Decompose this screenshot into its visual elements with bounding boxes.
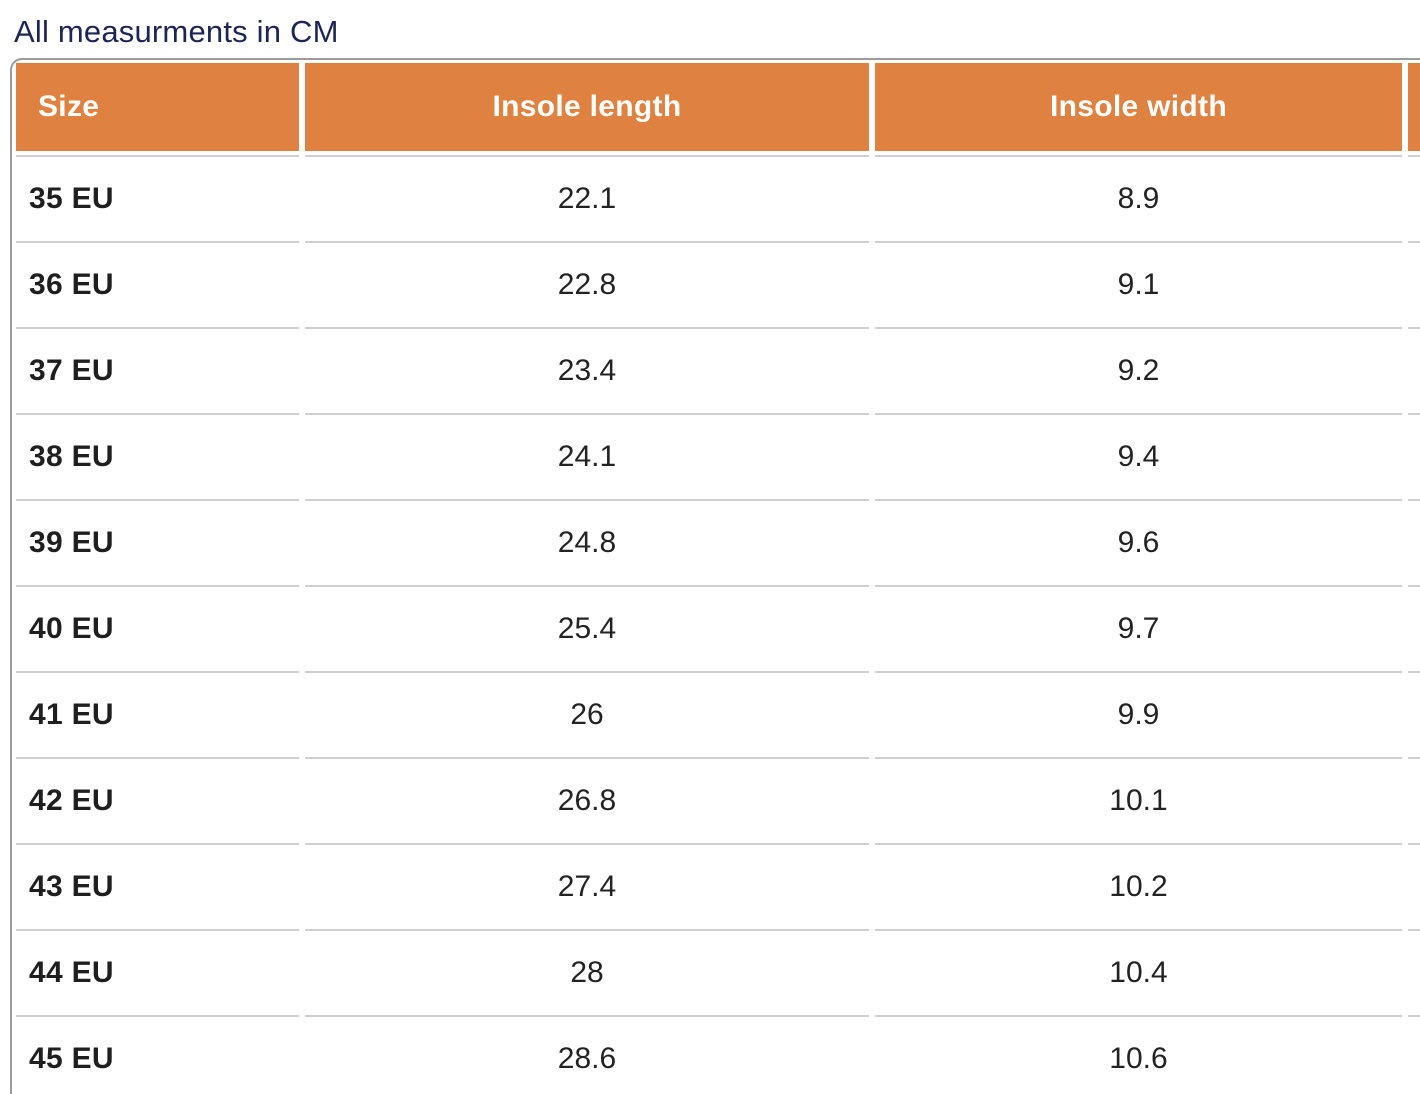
page-title: All measurments in CM: [14, 14, 339, 49]
table-row: 40 EU 25.4 9.7: [16, 585, 1420, 671]
insole-width-cell: 10.1: [875, 757, 1402, 843]
size-cell: 44 EU: [16, 929, 299, 1015]
table-row: 36 EU 22.8 9.1: [16, 241, 1420, 327]
insole-length-cell: 23.4: [305, 327, 869, 413]
insole-length-cell: 22.8: [305, 241, 869, 327]
insole-length-cell: 25.4: [305, 585, 869, 671]
column-header-insole-length: Insole length: [305, 63, 869, 155]
size-cell: 43 EU: [16, 843, 299, 929]
extra-cell: [1408, 929, 1420, 1015]
extra-cell: [1408, 585, 1420, 671]
size-cell: 45 EU: [16, 1015, 299, 1094]
size-cell: 39 EU: [16, 499, 299, 585]
insole-width-cell: 8.9: [875, 155, 1402, 241]
size-cell: 37 EU: [16, 327, 299, 413]
column-header-extra: [1408, 63, 1420, 155]
insole-width-cell: 10.6: [875, 1015, 1402, 1094]
insole-width-cell: 9.4: [875, 413, 1402, 499]
table-row: 41 EU 26 9.9: [16, 671, 1420, 757]
table-row: 43 EU 27.4 10.2: [16, 843, 1420, 929]
table-row: 37 EU 23.4 9.2: [16, 327, 1420, 413]
insole-length-cell: 26.8: [305, 757, 869, 843]
insole-length-cell: 28.6: [305, 1015, 869, 1094]
extra-cell: [1408, 155, 1420, 241]
table-row: 42 EU 26.8 10.1: [16, 757, 1420, 843]
extra-cell: [1408, 671, 1420, 757]
table-header-row: Size Insole length Insole width: [16, 63, 1420, 155]
size-cell: 35 EU: [16, 155, 299, 241]
extra-cell: [1408, 499, 1420, 585]
insole-width-cell: 9.2: [875, 327, 1402, 413]
extra-cell: [1408, 843, 1420, 929]
insole-length-cell: 24.8: [305, 499, 869, 585]
insole-width-cell: 9.1: [875, 241, 1402, 327]
insole-length-cell: 22.1: [305, 155, 869, 241]
column-header-size: Size: [16, 63, 299, 155]
insole-width-cell: 9.7: [875, 585, 1402, 671]
size-cell: 36 EU: [16, 241, 299, 327]
insole-length-cell: 26: [305, 671, 869, 757]
table-row: 45 EU 28.6 10.6: [16, 1015, 1420, 1094]
extra-cell: [1408, 757, 1420, 843]
size-table-container: Size Insole length Insole width 35 EU 22…: [10, 58, 1420, 1094]
insole-length-cell: 28: [305, 929, 869, 1015]
extra-cell: [1408, 1015, 1420, 1094]
table-row: 38 EU 24.1 9.4: [16, 413, 1420, 499]
insole-width-cell: 10.4: [875, 929, 1402, 1015]
extra-cell: [1408, 241, 1420, 327]
size-cell: 41 EU: [16, 671, 299, 757]
insole-length-cell: 27.4: [305, 843, 869, 929]
insole-width-cell: 9.9: [875, 671, 1402, 757]
size-table: Size Insole length Insole width 35 EU 22…: [12, 63, 1420, 1094]
extra-cell: [1408, 413, 1420, 499]
insole-width-cell: 9.6: [875, 499, 1402, 585]
column-header-insole-width: Insole width: [875, 63, 1402, 155]
size-cell: 40 EU: [16, 585, 299, 671]
size-cell: 42 EU: [16, 757, 299, 843]
size-cell: 38 EU: [16, 413, 299, 499]
insole-width-cell: 10.2: [875, 843, 1402, 929]
table-row: 35 EU 22.1 8.9: [16, 155, 1420, 241]
table-row: 39 EU 24.8 9.6: [16, 499, 1420, 585]
insole-length-cell: 24.1: [305, 413, 869, 499]
extra-cell: [1408, 327, 1420, 413]
table-row: 44 EU 28 10.4: [16, 929, 1420, 1015]
